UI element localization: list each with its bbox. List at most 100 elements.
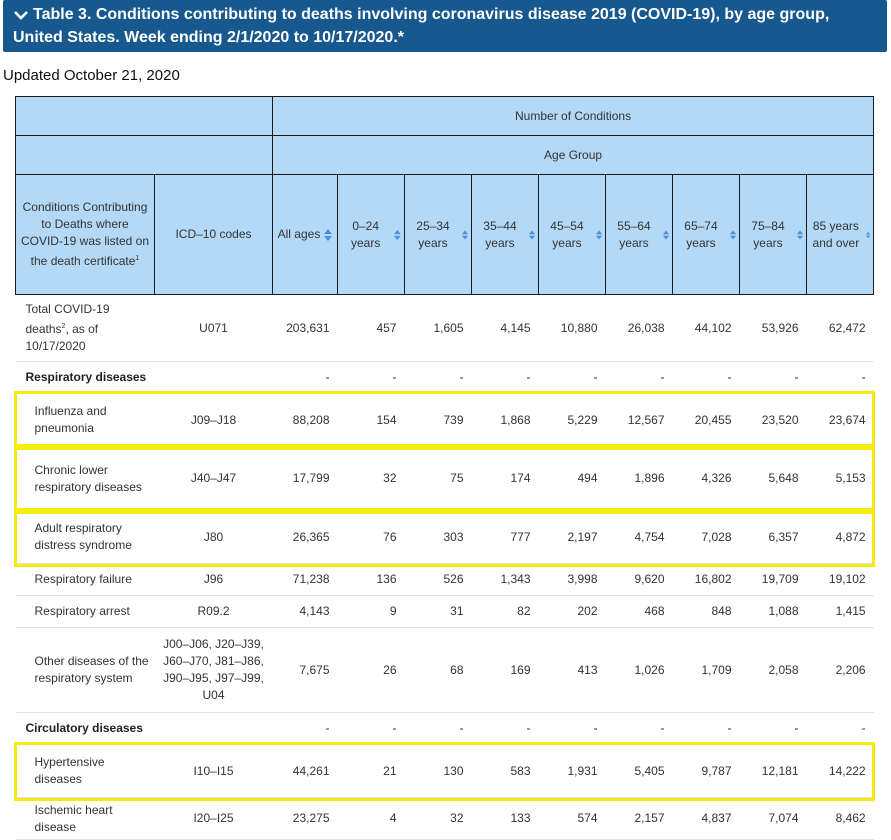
column-header-icd-codes: ICD–10 codes <box>154 174 273 295</box>
value-cell: 23,674 <box>806 393 874 447</box>
table-row: Hypertensive diseases I10–I15 44,261 21 130 5… <box>15 744 874 798</box>
value-cell: 2,157 <box>605 797 673 840</box>
value-cell: 1,896 <box>605 446 673 511</box>
value-cell: 136 <box>337 563 405 596</box>
value-cell: - <box>538 361 606 394</box>
value-cell: 526 <box>404 563 472 596</box>
value-cell: 17,799 <box>272 446 338 511</box>
value-cell: 1,931 <box>538 744 606 798</box>
condition-name: Total COVID-19 deaths2, as of 10/17/2020 <box>15 294 155 362</box>
value-cell: - <box>337 712 405 745</box>
value-cell: 19,709 <box>739 563 807 596</box>
value-cell: 1,868 <box>471 393 539 447</box>
value-cell: 75 <box>404 446 472 511</box>
value-cell: 10,880 <box>538 294 606 362</box>
condition-name: Chronic lower respiratory diseases <box>15 446 155 511</box>
icd-code: J40–J47 <box>154 446 273 511</box>
value-cell: 9 <box>337 595 405 628</box>
value-cell: - <box>739 361 807 394</box>
value-cell: 2,197 <box>538 510 606 564</box>
icd-code: I10–I15 <box>154 744 273 798</box>
column-header-age-6[interactable]: 65–74 years <box>672 174 740 295</box>
value-cell: 9,620 <box>605 563 673 596</box>
table-title: Table 3. Conditions contributing to deat… <box>13 6 830 46</box>
value-cell: - <box>806 361 874 394</box>
table-title-toggle[interactable]: Table 3. Conditions contributing to deat… <box>3 0 887 52</box>
table-row: Ischemic heart disease I20–I25 23,275 4 32 13… <box>15 797 874 840</box>
value-cell: 303 <box>404 510 472 564</box>
value-cell: 23,520 <box>739 393 807 447</box>
value-cell: 82 <box>471 595 539 628</box>
value-cell: 1,088 <box>739 595 807 628</box>
column-header-age-4[interactable]: 45–54 years <box>538 174 606 295</box>
category-row: Respiratory diseases - - - - - - - - - <box>15 361 874 394</box>
value-cell: 26,365 <box>272 510 338 564</box>
column-header-age-7[interactable]: 75–84 years <box>739 174 807 295</box>
value-cell: 32 <box>404 797 472 840</box>
value-cell: 583 <box>471 744 539 798</box>
value-cell: 574 <box>538 797 606 840</box>
column-header-age-8[interactable]: 85 years and over <box>805 174 875 295</box>
sort-arrows-icon <box>865 231 871 238</box>
value-cell: 7,074 <box>739 797 807 840</box>
sort-arrows-icon <box>729 229 736 240</box>
value-cell: 53,926 <box>739 294 807 362</box>
value-cell: 4,145 <box>471 294 539 362</box>
condition-name: Respiratory arrest <box>15 595 155 628</box>
value-cell: 21 <box>337 744 405 798</box>
table-row: Chronic lower respiratory diseases J40–J4… <box>15 446 874 511</box>
value-cell: 1,605 <box>404 294 472 362</box>
value-cell: 31 <box>404 595 472 628</box>
value-cell: 413 <box>538 627 606 713</box>
value-cell: - <box>272 361 338 394</box>
table-row: Adult respiratory distress syndrome J80 26… <box>15 510 874 564</box>
value-cell: 5,648 <box>739 446 807 511</box>
value-cell: - <box>672 712 740 745</box>
icd-code: R09.2 <box>154 595 273 628</box>
table-row: Respiratory failure J96 71,238 136 526 1,343 3… <box>15 563 874 596</box>
column-header-age-0[interactable]: All ages <box>272 174 338 295</box>
value-cell: 2,058 <box>739 627 807 713</box>
value-cell: 4,143 <box>272 595 338 628</box>
table-row: Influenza and pneumonia J09–J18 88,208 154 7… <box>15 393 874 447</box>
column-header-age-1[interactable]: 0–24 years <box>337 174 405 295</box>
value-cell: 130 <box>404 744 472 798</box>
value-cell: 7,028 <box>672 510 740 564</box>
sort-arrows-icon <box>394 229 401 240</box>
condition-name: Influenza and pneumonia <box>15 393 155 447</box>
value-cell: 5,229 <box>538 393 606 447</box>
value-cell: 4,326 <box>672 446 740 511</box>
value-cell: - <box>471 712 539 745</box>
value-cell: - <box>538 712 606 745</box>
value-cell: 12,181 <box>739 744 807 798</box>
column-header-age-5[interactable]: 55–64 years <box>605 174 673 295</box>
value-cell: 5,153 <box>806 446 874 511</box>
value-cell: - <box>605 712 673 745</box>
value-cell: 62,472 <box>806 294 874 362</box>
icd-code: U071 <box>154 294 273 362</box>
value-cell: 23,275 <box>272 797 338 840</box>
sort-arrows-icon <box>528 229 535 240</box>
value-cell: 8,462 <box>806 797 874 840</box>
icd-code: J96 <box>154 563 273 596</box>
value-cell: 9,787 <box>672 744 740 798</box>
value-cell: 739 <box>404 393 472 447</box>
value-cell: 26 <box>337 627 405 713</box>
column-header-age-3[interactable]: 35–44 years <box>471 174 539 295</box>
column-header-age-2[interactable]: 25–34 years <box>404 174 472 295</box>
value-cell: 1,709 <box>672 627 740 713</box>
value-cell: 494 <box>538 446 606 511</box>
header-number-of-conditions: Number of Conditions <box>271 96 875 136</box>
value-cell: 4,754 <box>605 510 673 564</box>
header-blank <box>15 135 273 175</box>
icd-code: J09–J18 <box>154 393 273 447</box>
value-cell: - <box>605 361 673 394</box>
table-row: Other diseases of the respiratory system… <box>15 627 874 713</box>
conditions-table: Number of Conditions Age Group Condition… <box>15 96 875 840</box>
value-cell: - <box>471 361 539 394</box>
condition-name: Hypertensive diseases <box>15 744 155 798</box>
value-cell: 16,802 <box>672 563 740 596</box>
value-cell: - <box>739 712 807 745</box>
condition-name: Respiratory failure <box>15 563 155 596</box>
value-cell: 7,675 <box>272 627 338 713</box>
